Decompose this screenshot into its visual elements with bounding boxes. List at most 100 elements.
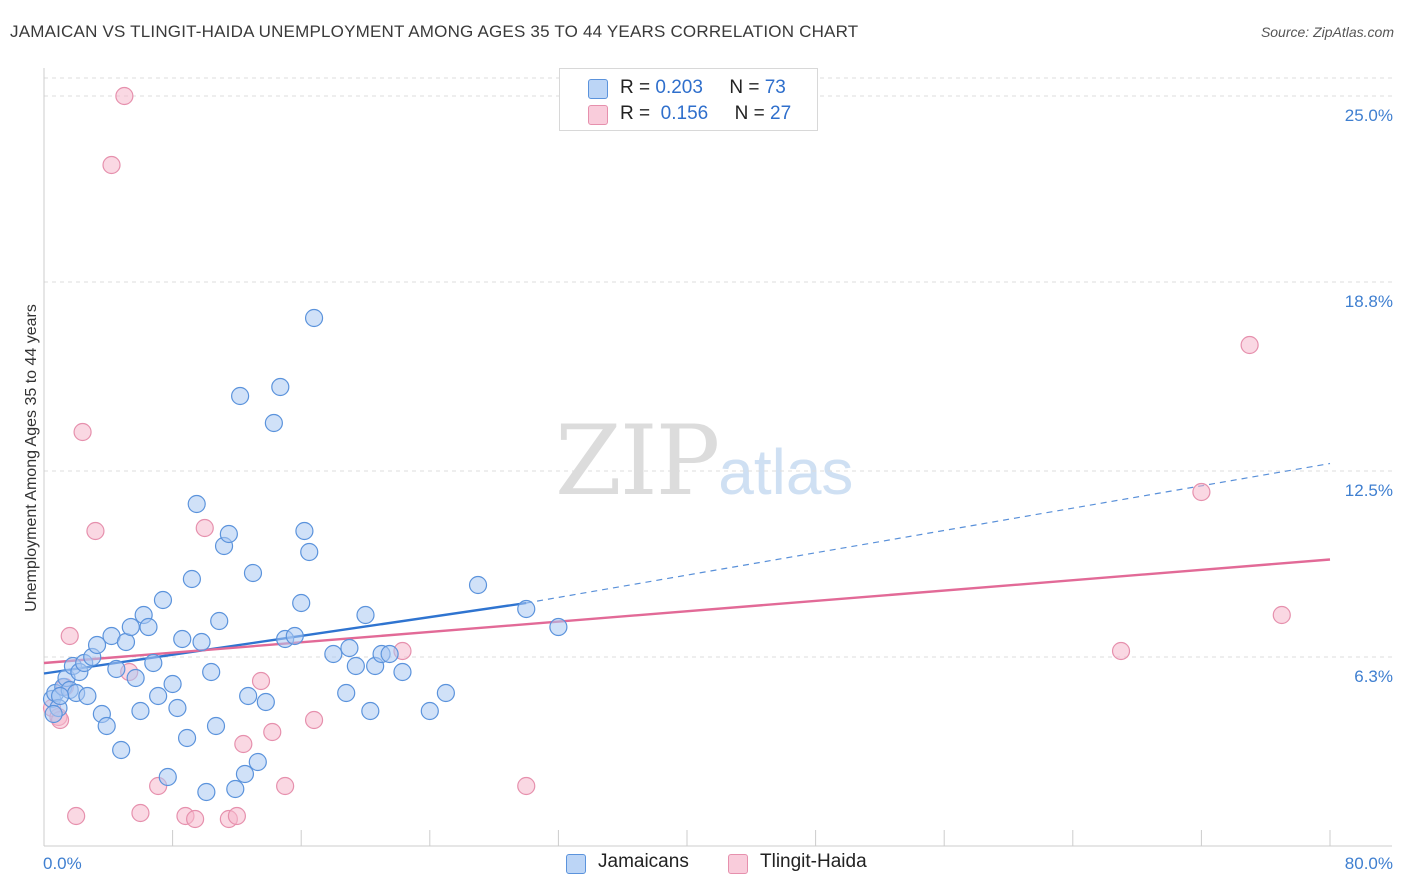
point-tlingit-haida	[1111, 641, 1131, 661]
legend-n-label: N =	[734, 103, 765, 124]
point-jamaicans	[393, 662, 412, 682]
point-jamaicans	[210, 611, 229, 631]
point-jamaicans	[197, 782, 216, 802]
tick-labels: 6.3% 12.5% 18.8% 25.0% 0.0% 80.0%	[43, 106, 1393, 873]
y-tick-label: 25.0%	[1345, 106, 1393, 125]
point-jamaicans	[361, 701, 380, 721]
point-jamaicans	[192, 632, 211, 652]
legend-r-value: 0.203	[655, 77, 703, 98]
watermark-zip: ZIP	[555, 405, 720, 517]
point-jamaicans	[219, 524, 238, 544]
point-jamaicans	[243, 563, 263, 583]
point-tlingit-haida	[276, 776, 295, 796]
legend: R = 0.203 N = 73 R = 0.156 N = 27	[559, 68, 818, 131]
point-tlingit-haida	[102, 155, 121, 175]
chart-title: JAMAICAN VS TLINGIT-HAIDA UNEMPLOYMENT A…	[10, 22, 859, 41]
point-jamaicans	[87, 635, 107, 655]
point-jamaicans	[549, 617, 568, 637]
point-jamaicans	[295, 521, 314, 541]
point-jamaicans	[131, 701, 150, 721]
point-jamaicans	[324, 644, 343, 664]
point-jamaicans	[139, 617, 158, 637]
data-points	[42, 86, 1291, 829]
axes	[43, 68, 1392, 847]
point-jamaicans	[304, 308, 324, 328]
point-jamaicans	[121, 617, 140, 637]
x-tick-label-max: 80.0%	[1345, 854, 1393, 873]
bottom-legend-swatch-jamaicans	[566, 854, 586, 874]
point-jamaicans	[380, 644, 399, 664]
point-tlingit-haida	[1272, 605, 1291, 625]
source-credit: Source: ZipAtlas.com	[1260, 24, 1394, 40]
point-tlingit-haida	[115, 86, 134, 106]
point-jamaicans	[126, 668, 145, 688]
bottom-legend-label-jamaicans: Jamaicans	[598, 851, 689, 872]
point-jamaicans	[144, 653, 163, 673]
point-tlingit-haida	[251, 671, 271, 691]
y-tick-label: 18.8%	[1345, 292, 1393, 311]
bottom-legend-label-tlingit: Tlingit-Haida	[760, 851, 867, 872]
y-tick-label: 12.5%	[1345, 481, 1393, 500]
point-jamaicans	[256, 692, 275, 712]
point-jamaicans	[50, 686, 70, 706]
point-tlingit-haida	[67, 806, 86, 826]
point-tlingit-haida	[517, 776, 536, 796]
point-tlingit-haida	[304, 710, 324, 730]
legend-r-value: 0.156	[660, 103, 709, 124]
point-jamaicans	[202, 662, 221, 682]
trend-lines	[43, 462, 1331, 675]
legend-swatch-tlingit	[588, 105, 608, 125]
legend-r-label: R =	[620, 77, 651, 98]
point-jamaicans	[173, 629, 192, 649]
point-jamaicans	[337, 683, 356, 703]
point-jamaicans	[239, 686, 258, 706]
y-tick-label: 6.3%	[1354, 667, 1393, 686]
point-jamaicans	[182, 569, 201, 589]
point-jamaicans	[248, 752, 267, 772]
watermark-atlas: atlas	[718, 436, 854, 508]
legend-n-label: N =	[729, 77, 760, 98]
legend-n-value: 73	[764, 77, 786, 98]
point-jamaicans	[468, 575, 488, 595]
point-jamaicans	[285, 626, 304, 646]
point-jamaicans	[340, 638, 359, 658]
point-jamaicans	[44, 704, 63, 724]
legend-r-label: R =	[620, 103, 651, 124]
point-tlingit-haida	[186, 809, 205, 829]
point-jamaicans	[300, 542, 319, 562]
bottom-legend-swatch-tlingit	[728, 854, 748, 874]
point-jamaicans	[149, 686, 168, 706]
point-jamaicans	[346, 656, 365, 676]
point-tlingit-haida	[131, 803, 150, 823]
point-tlingit-haida	[1192, 482, 1211, 502]
point-tlingit-haida	[195, 518, 214, 538]
point-jamaicans	[235, 764, 255, 784]
point-jamaicans	[206, 716, 226, 736]
trend-line-jamaicans-extrapolated	[526, 462, 1331, 604]
point-jamaicans	[78, 686, 97, 706]
point-tlingit-haida	[73, 422, 92, 442]
x-tick-label-min: 0.0%	[43, 854, 82, 873]
point-jamaicans	[177, 728, 197, 748]
point-jamaicans	[168, 698, 187, 718]
legend-n-value: 27	[770, 103, 792, 124]
point-jamaicans	[231, 386, 250, 406]
point-jamaicans	[517, 599, 536, 619]
point-jamaicans	[226, 779, 245, 799]
point-tlingit-haida	[1240, 335, 1259, 355]
point-jamaicans	[420, 701, 439, 721]
point-jamaicans	[264, 413, 283, 433]
point-tlingit-haida	[86, 521, 105, 541]
point-jamaicans	[356, 605, 375, 625]
point-jamaicans	[187, 494, 206, 514]
trend-line-tlingit-haida	[43, 558, 1331, 665]
point-jamaicans	[97, 716, 116, 736]
point-jamaicans	[158, 767, 177, 787]
y-axis-label: Unemployment Among Ages 35 to 44 years	[23, 304, 40, 612]
point-jamaicans	[153, 590, 173, 610]
point-jamaicans	[292, 593, 311, 613]
point-jamaicans	[436, 683, 455, 703]
point-jamaicans	[163, 674, 182, 694]
point-tlingit-haida	[227, 806, 246, 826]
legend-swatch-jamaicans	[588, 79, 608, 99]
